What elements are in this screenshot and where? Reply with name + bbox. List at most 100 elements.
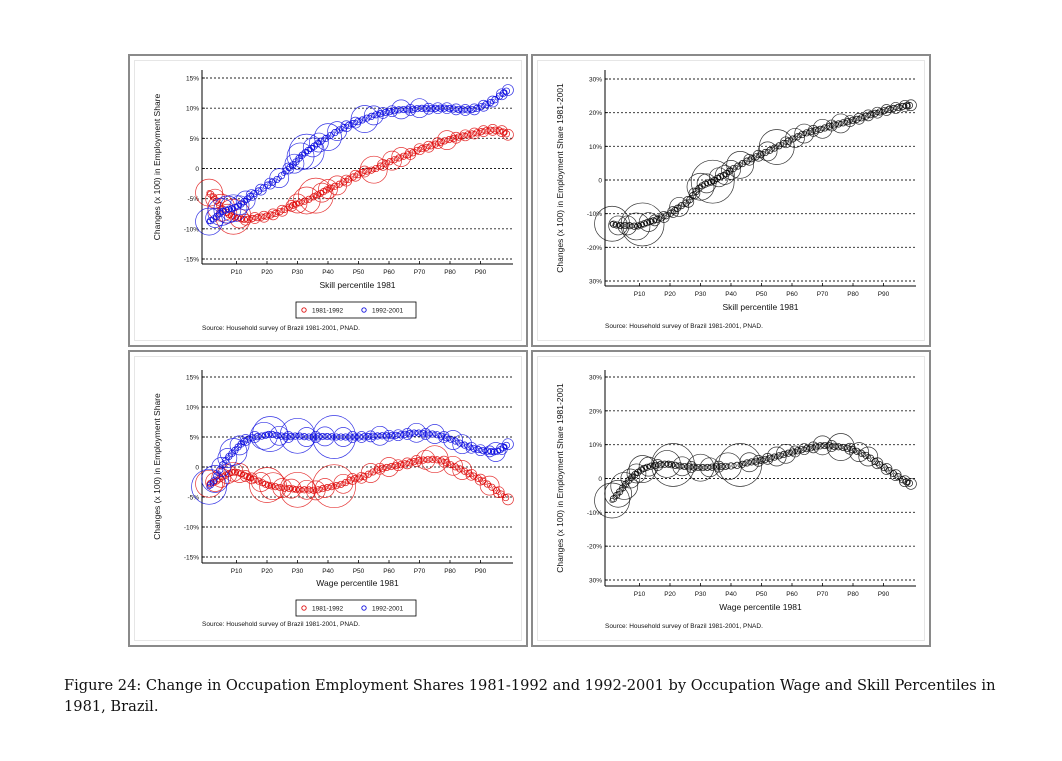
data-point <box>300 197 308 205</box>
data-point <box>205 472 226 492</box>
data-point <box>258 187 264 193</box>
x-tick-label: P60 <box>786 291 798 298</box>
data-point <box>377 107 389 119</box>
data-point <box>333 427 354 447</box>
data-point <box>443 455 463 476</box>
data-point <box>264 430 273 439</box>
data-point <box>834 120 843 128</box>
data-point <box>420 445 449 474</box>
data-point <box>309 193 318 201</box>
data-point <box>213 472 221 480</box>
y-tick-label: 0 <box>598 178 602 185</box>
y-tick-label: -20% <box>587 245 602 252</box>
data-point <box>349 116 362 129</box>
data-point <box>653 450 681 478</box>
y-tick-label: 10% <box>186 106 199 113</box>
data-point <box>346 473 359 485</box>
data-point <box>610 220 618 228</box>
data-point <box>371 167 377 173</box>
data-point <box>888 469 894 475</box>
data-point <box>889 102 902 114</box>
data-point <box>341 433 350 441</box>
data-point <box>368 470 374 476</box>
x-tick-label: P40 <box>322 269 334 276</box>
data-point <box>664 461 670 467</box>
data-point <box>268 482 276 490</box>
x-tick-label: P30 <box>695 591 707 598</box>
data-point <box>491 486 497 492</box>
data-point <box>471 106 477 112</box>
data-point <box>364 430 377 443</box>
data-point <box>459 129 472 142</box>
data-point <box>291 161 298 167</box>
x-tick-label: P90 <box>475 269 487 276</box>
data-point <box>404 148 417 160</box>
y-tick-label: 30% <box>589 279 602 286</box>
data-point <box>383 463 391 472</box>
data-point <box>502 438 514 451</box>
data-point <box>296 199 304 207</box>
data-point <box>282 431 295 443</box>
data-point <box>776 443 796 464</box>
data-point <box>702 464 708 471</box>
data-point <box>219 194 248 223</box>
data-point <box>195 207 223 236</box>
data-point <box>608 215 629 236</box>
data-point <box>309 431 322 443</box>
data-point <box>676 462 684 470</box>
data-point <box>270 211 276 217</box>
data-point <box>328 433 336 441</box>
x-axis-label: Wage percentile 1981 <box>719 602 802 612</box>
data-point <box>766 446 787 467</box>
data-point <box>300 433 308 441</box>
data-point <box>649 217 657 225</box>
data-point <box>479 475 500 496</box>
data-point <box>255 183 267 196</box>
data-point <box>905 478 917 490</box>
data-point <box>315 426 335 447</box>
data-point <box>335 126 343 134</box>
data-point <box>370 425 390 446</box>
data-point <box>726 150 754 179</box>
y-tick-label: 10% <box>589 144 602 151</box>
data-point <box>594 482 630 519</box>
data-point <box>880 463 893 475</box>
data-point <box>267 208 279 221</box>
data-point <box>410 429 418 437</box>
data-point <box>410 455 423 467</box>
data-point <box>494 95 500 101</box>
data-point <box>403 152 409 159</box>
data-point <box>369 468 377 476</box>
data-point <box>496 125 508 137</box>
data-point <box>757 141 778 162</box>
data-point <box>487 483 493 489</box>
data-point <box>665 211 672 218</box>
data-point <box>862 109 875 122</box>
data-point <box>703 463 711 471</box>
data-point <box>340 481 346 487</box>
data-point <box>366 114 372 120</box>
data-point <box>672 456 693 477</box>
data-point <box>346 431 359 443</box>
data-point <box>486 95 499 108</box>
data-point <box>839 119 847 127</box>
data-point <box>272 478 293 498</box>
data-point <box>844 115 856 127</box>
data-point <box>326 184 334 192</box>
data-point <box>404 104 417 116</box>
data-point <box>419 456 427 464</box>
data-point <box>390 156 398 164</box>
data-point <box>309 132 329 153</box>
legend-box <box>295 301 417 319</box>
data-point <box>279 417 316 454</box>
data-point <box>473 474 479 480</box>
data-point <box>816 125 824 133</box>
data-point <box>237 442 243 448</box>
data-point <box>834 443 843 451</box>
data-point <box>699 464 707 472</box>
data-point <box>441 102 453 115</box>
data-point <box>427 431 433 437</box>
chart-skill-total: 30% 20% 10% 0 -10% -20% 30% P10 P20 P30 P40 P50 P60 P… <box>555 70 917 330</box>
legend-marker <box>361 307 367 313</box>
x-tick-label: P50 <box>756 591 768 598</box>
